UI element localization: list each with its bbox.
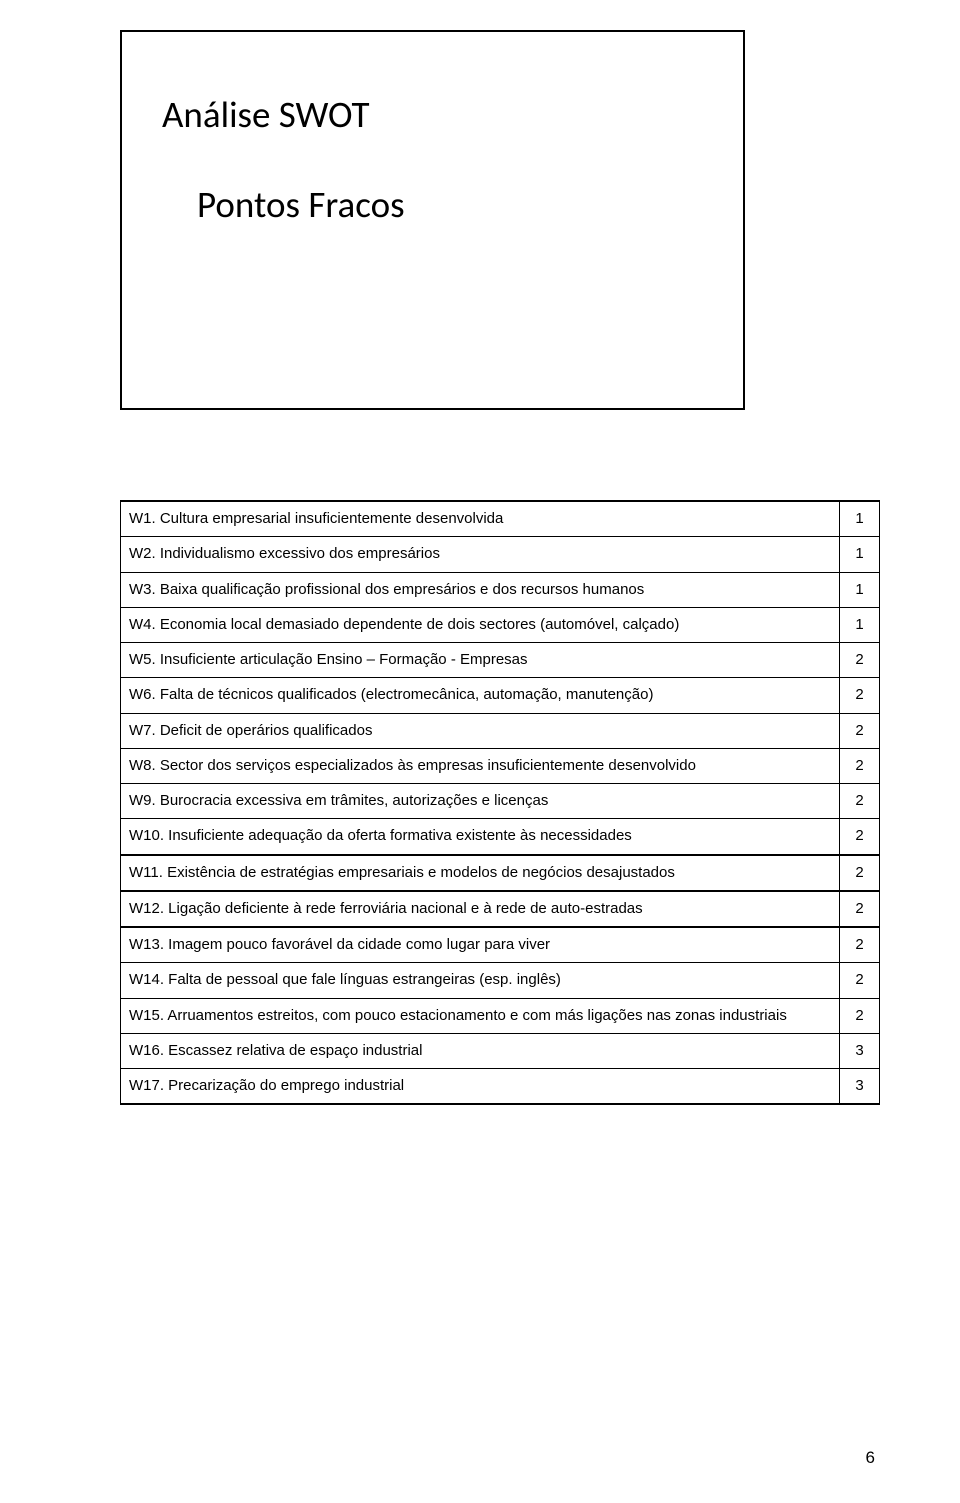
weakness-label: W7. Deficit de operários qualificados — [121, 713, 840, 748]
weakness-score: 1 — [840, 572, 880, 607]
table-row: W4. Economia local demasiado dependente … — [121, 607, 880, 642]
table-row: W7. Deficit de operários qualificados2 — [121, 713, 880, 748]
weakness-label: W15. Arruamentos estreitos, com pouco es… — [121, 998, 840, 1033]
weakness-label: W11. Existência de estratégias empresari… — [121, 855, 840, 891]
swot-weaknesses-table: W1. Cultura empresarial insuficientement… — [120, 500, 880, 1105]
weakness-label: W2. Individualismo excessivo dos empresá… — [121, 537, 840, 572]
table-row: W9. Burocracia excessiva em trâmites, au… — [121, 784, 880, 819]
weakness-label: W16. Escassez relativa de espaço industr… — [121, 1033, 840, 1068]
page-heading: Análise SWOT — [162, 92, 703, 137]
weakness-score: 2 — [840, 748, 880, 783]
weakness-score: 1 — [840, 501, 880, 537]
weakness-score: 2 — [840, 643, 880, 678]
table-row: W17. Precarização do emprego industrial3 — [121, 1069, 880, 1105]
weakness-score: 2 — [840, 963, 880, 998]
page-number: 6 — [866, 1448, 875, 1468]
table-row: W1. Cultura empresarial insuficientement… — [121, 501, 880, 537]
table-row: W15. Arruamentos estreitos, com pouco es… — [121, 998, 880, 1033]
weakness-label: W1. Cultura empresarial insuficientement… — [121, 501, 840, 537]
weakness-score: 2 — [840, 927, 880, 963]
table-row: W2. Individualismo excessivo dos empresá… — [121, 537, 880, 572]
weakness-score: 2 — [840, 891, 880, 927]
table-row: W8. Sector dos serviços especializados à… — [121, 748, 880, 783]
weakness-label: W3. Baixa qualificação profissional dos … — [121, 572, 840, 607]
weakness-label: W12. Ligação deficiente à rede ferroviár… — [121, 891, 840, 927]
weakness-score: 2 — [840, 855, 880, 891]
weakness-label: W8. Sector dos serviços especializados à… — [121, 748, 840, 783]
weakness-label: W4. Economia local demasiado dependente … — [121, 607, 840, 642]
weakness-score: 2 — [840, 784, 880, 819]
weakness-score: 2 — [840, 678, 880, 713]
weakness-label: W13. Imagem pouco favorável da cidade co… — [121, 927, 840, 963]
table-row: W3. Baixa qualificação profissional dos … — [121, 572, 880, 607]
title-box: Análise SWOT Pontos Fracos — [120, 30, 745, 410]
table-row: W12. Ligação deficiente à rede ferroviár… — [121, 891, 880, 927]
table-row: W11. Existência de estratégias empresari… — [121, 855, 880, 891]
weakness-score: 3 — [840, 1033, 880, 1068]
weakness-label: W5. Insuficiente articulação Ensino – Fo… — [121, 643, 840, 678]
table-row: W14. Falta de pessoal que fale línguas e… — [121, 963, 880, 998]
weakness-score: 3 — [840, 1069, 880, 1105]
table-row: W6. Falta de técnicos qualificados (elec… — [121, 678, 880, 713]
table-row: W10. Insuficiente adequação da oferta fo… — [121, 819, 880, 855]
weakness-score: 1 — [840, 537, 880, 572]
weakness-score: 2 — [840, 713, 880, 748]
weakness-label: W14. Falta de pessoal que fale línguas e… — [121, 963, 840, 998]
table-row: W13. Imagem pouco favorável da cidade co… — [121, 927, 880, 963]
weakness-score: 2 — [840, 998, 880, 1033]
weakness-label: W9. Burocracia excessiva em trâmites, au… — [121, 784, 840, 819]
page-subheading: Pontos Fracos — [197, 182, 703, 227]
weakness-score: 1 — [840, 607, 880, 642]
table-row: W5. Insuficiente articulação Ensino – Fo… — [121, 643, 880, 678]
weakness-label: W10. Insuficiente adequação da oferta fo… — [121, 819, 840, 855]
table-row: W16. Escassez relativa de espaço industr… — [121, 1033, 880, 1068]
weakness-score: 2 — [840, 819, 880, 855]
weakness-label: W17. Precarização do emprego industrial — [121, 1069, 840, 1105]
weakness-label: W6. Falta de técnicos qualificados (elec… — [121, 678, 840, 713]
